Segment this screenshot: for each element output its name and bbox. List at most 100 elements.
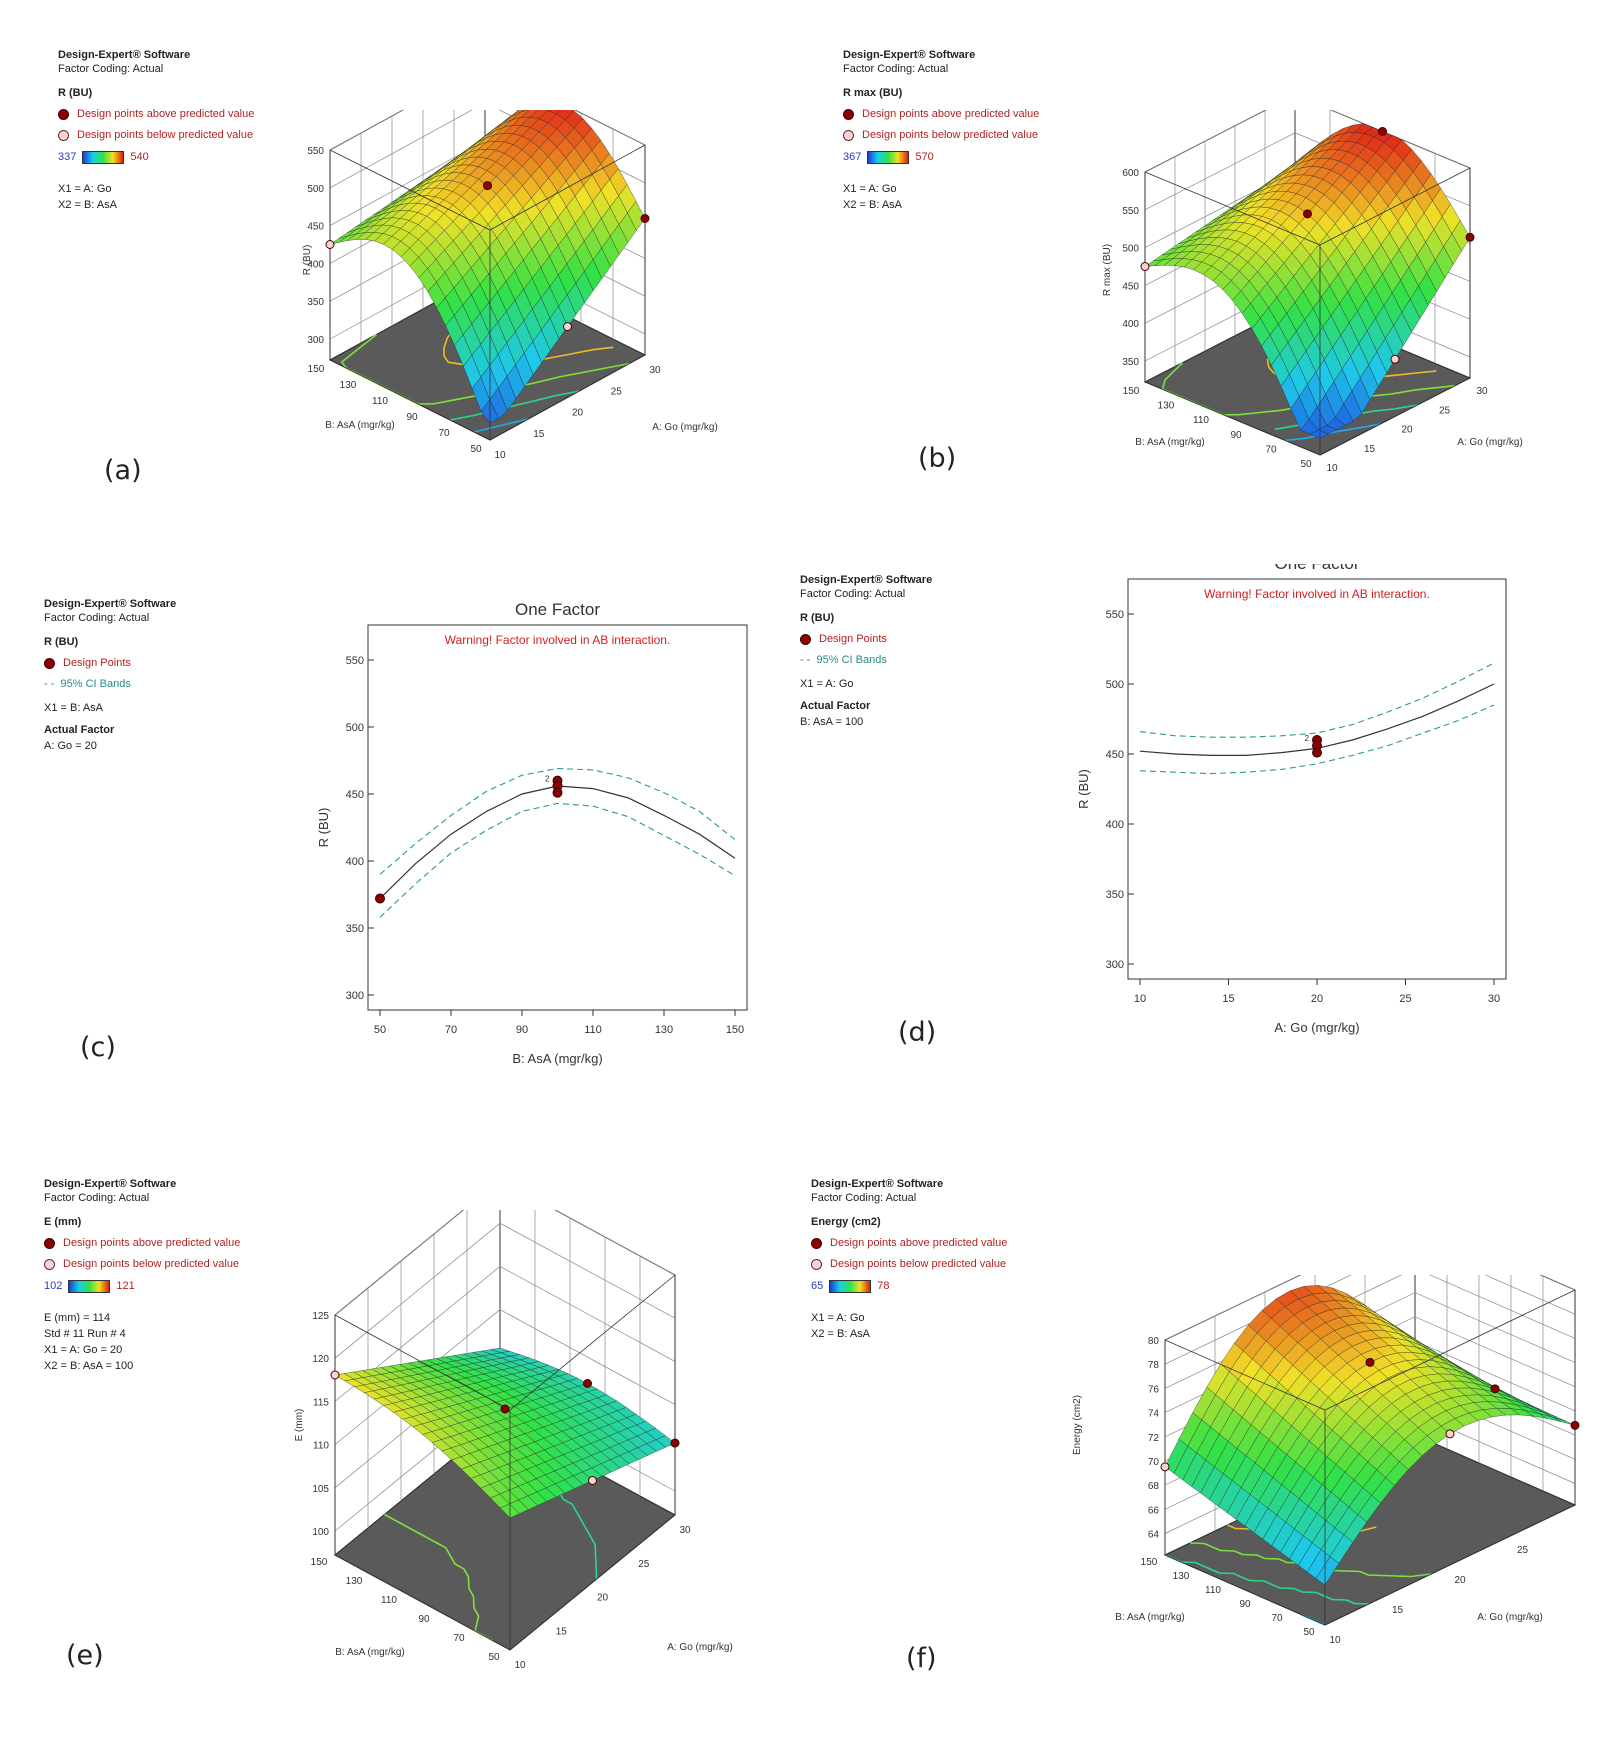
below-label: Design points below predicted value <box>830 1258 1007 1270</box>
response-label: Energy (cm2) <box>811 1216 881 1228</box>
design-point <box>1445 1429 1455 1439</box>
design-point <box>1570 1420 1580 1430</box>
above-point-icon <box>58 108 69 120</box>
y-axis-label: R (BU) <box>1076 769 1091 809</box>
surface-chart-f: 80 78 76 74 72 70 68 66 64 10 15 20 25 30 50 70 90 110 130… <box>1072 1275 1580 1646</box>
y-tick-label: 130 <box>1173 1571 1190 1582</box>
design-point <box>483 181 492 191</box>
x-axis-label: A: Go (mgr/kg) <box>1274 1020 1359 1035</box>
design-point <box>588 1476 597 1485</box>
y-tick-label: 300 <box>1106 959 1124 971</box>
design-points-label: Design Points <box>819 633 887 645</box>
x2-label: X2 = B: AsA <box>811 1328 871 1340</box>
color-scale: 102 121 <box>44 1279 240 1293</box>
surface-cell <box>1309 429 1329 439</box>
actual-factor-heading: Actual Factor <box>44 724 115 736</box>
legend-ci: - - 95% CI Bands <box>800 654 887 666</box>
design-point <box>1140 262 1150 271</box>
z-axis-label: Energy (cm2) <box>1072 1395 1083 1455</box>
scale-low: 102 <box>44 1280 63 1292</box>
y-tick-label: 350 <box>1106 889 1124 901</box>
actual-factor-value: B: AsA = 100 <box>800 716 864 728</box>
frame-edge <box>1319 377 1471 456</box>
scale-low: 367 <box>843 151 862 163</box>
warning-text: Warning! Factor involved in AB interacti… <box>1204 587 1430 601</box>
gradient-bar <box>867 150 910 164</box>
x-tick-label: 50 <box>374 1024 386 1036</box>
scale-high: 121 <box>116 1280 135 1292</box>
y-tick-label: 70 <box>453 1633 465 1644</box>
z-tick-label: 78 <box>1148 1360 1160 1371</box>
plot-frame <box>1127 578 1507 980</box>
chart-title: One Factor <box>515 600 600 619</box>
y-tick-label: 70 <box>1271 1613 1283 1624</box>
frame-edge <box>509 1514 676 1651</box>
y-tick-label: 90 <box>406 412 418 423</box>
x1-label: X1 = A: Go <box>58 183 112 195</box>
z-tick-label: 115 <box>313 1397 329 1408</box>
z-tick-label: 80 <box>1148 1336 1160 1347</box>
x-tick-label: 10 <box>514 1660 526 1671</box>
grid-line <box>1164 1275 1576 1365</box>
grid-line <box>329 110 646 151</box>
z-tick-label: 500 <box>307 184 324 195</box>
ci-upper-line <box>379 767 736 875</box>
x-tick-label: 10 <box>1329 1635 1341 1646</box>
response-label: R max (BU) <box>843 87 903 99</box>
software-label: Design-Expert® Software <box>811 1178 944 1190</box>
z-tick-label: 120 <box>312 1354 329 1365</box>
x-tick-label: 20 <box>1401 425 1413 436</box>
design-point <box>330 1370 340 1380</box>
z-tick-label: 100 <box>312 1527 329 1538</box>
design-point <box>552 787 563 798</box>
software-label: Design-Expert® Software <box>58 49 191 61</box>
panel-tag-d: (d) <box>898 1017 937 1048</box>
frame-edge <box>329 359 491 441</box>
y-tick-label: 130 <box>1158 401 1175 412</box>
frame-edge <box>329 149 491 231</box>
gradient-bar <box>82 150 125 164</box>
frame-edge <box>489 144 646 231</box>
frame-edge <box>334 1314 511 1411</box>
x-tick-label: 15 <box>533 429 545 440</box>
x-tick-label: 10 <box>1326 463 1338 474</box>
color-scale: 65 78 <box>811 1279 1007 1293</box>
frame-edge <box>1144 171 1321 246</box>
z-tick-label: 72 <box>1148 1433 1160 1444</box>
software-label: Design-Expert® Software <box>44 1178 177 1190</box>
ci-upper-line <box>1139 662 1495 738</box>
frame-edge <box>334 1554 511 1651</box>
y-tick-label: 450 <box>1106 749 1124 761</box>
x-tick-label: 70 <box>445 1024 457 1036</box>
z-axis-label: R (BU) <box>302 245 313 276</box>
above-point-icon <box>811 1237 822 1249</box>
y-tick-label: 150 <box>1141 1557 1158 1568</box>
y-axis-label: B: AsA (mgr/kg) <box>1135 437 1204 448</box>
above-label: Design points above predicted value <box>862 108 1040 120</box>
below-label: Design points below predicted value <box>63 1258 240 1270</box>
panel-tag-e: (e) <box>66 1640 104 1671</box>
x-tick-label: 10 <box>494 450 506 461</box>
x-axis-label: A: Go (mgr/kg) <box>1457 437 1523 448</box>
y-tick-label: 50 <box>1303 1627 1315 1638</box>
legend-f: Design-Expert® Software Factor Coding: A… <box>811 1177 1007 1341</box>
above-label: Design points above predicted value <box>63 1237 241 1249</box>
y-tick-label: 400 <box>346 856 364 868</box>
actual-factor-heading: Actual Factor <box>800 700 871 712</box>
design-point <box>1390 354 1400 364</box>
x1-label: X1 = B: AsA <box>44 702 104 714</box>
line-chart-c: One Factor Warning! Factor involved in AB… <box>316 600 748 1066</box>
z-axis-label: R max (BU) <box>1102 244 1113 296</box>
y-tick-label: 150 <box>311 1557 328 1568</box>
y-tick-label: 110 <box>1193 415 1209 426</box>
grid-line <box>334 1222 676 1359</box>
y-tick-label: 50 <box>1300 459 1312 470</box>
x-axis-label: B: AsA (mgr/kg) <box>512 1051 602 1066</box>
coding-label: Factor Coding: Actual <box>843 63 949 75</box>
y-axis-label: B: AsA (mgr/kg) <box>335 1647 404 1658</box>
z-tick-label: 76 <box>1148 1384 1160 1395</box>
legend-below: Design points below predicted value <box>44 1257 240 1271</box>
x-tick-label: 30 <box>679 1525 691 1536</box>
design-points-label: Design Points <box>63 657 131 669</box>
y-tick-label: 450 <box>346 789 364 801</box>
